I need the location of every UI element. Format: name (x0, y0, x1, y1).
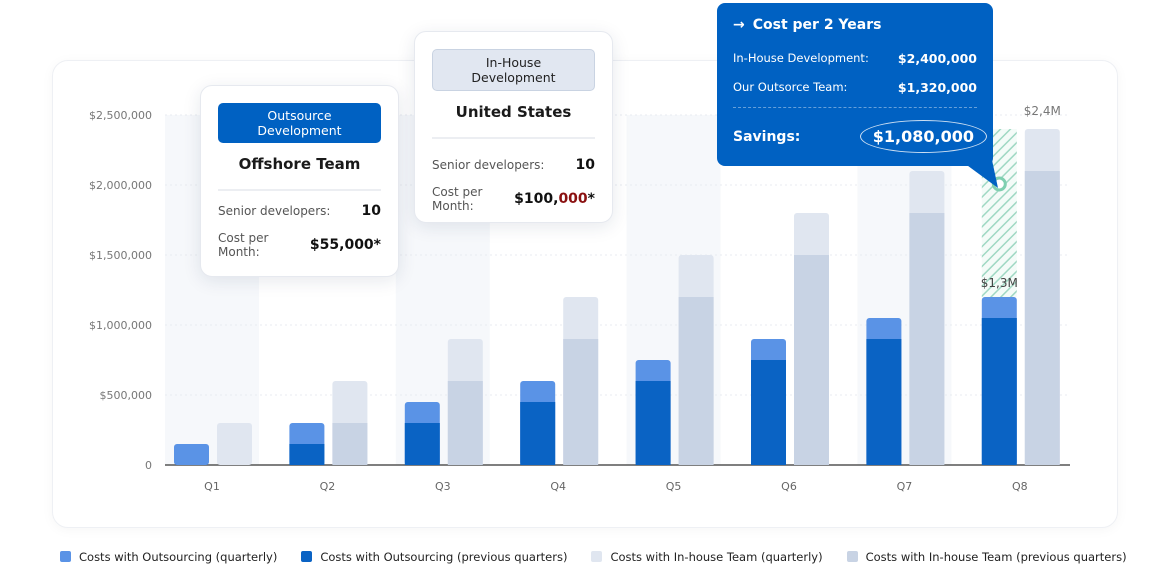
dev-label: Senior developers: (218, 204, 331, 218)
bar-inhouse-previous (909, 213, 945, 465)
cost-label: Cost per Month: (218, 231, 269, 259)
bar-inhouse-previous (1024, 171, 1060, 465)
y-tick-label: $1,500,000 (89, 249, 152, 262)
bar-outsourcing-previous (751, 360, 786, 465)
bar-outsourcing-previous (404, 423, 440, 465)
inhouse-card: In-House Development United States Senio… (414, 31, 613, 223)
legend-item: Costs with In-house Team (previous quart… (846, 550, 1127, 564)
offshore-team-card: Outsource Development Offshore Team Seni… (200, 85, 399, 277)
savings-value: $1,080,000 (859, 120, 987, 153)
x-tick-label: Q2 (320, 480, 336, 493)
dev-value: 10 (575, 157, 595, 173)
y-tick-label: $2,500,000 (89, 109, 152, 122)
cost-tooltip: → Cost per 2 Years In-House Development: $… (717, 3, 993, 166)
inhouse-label: In-House Development: (733, 51, 869, 65)
bar-outsourcing-previous (635, 381, 671, 465)
outsourcing-total-label: $1,3M (981, 276, 1018, 290)
dev-label: Senior developers: (432, 158, 545, 172)
x-tick-label: Q7 (897, 480, 913, 493)
cost-label: Cost per Month: (432, 185, 483, 213)
divider (218, 189, 381, 191)
legend-swatch (846, 551, 858, 562)
tooltip-pointer (960, 160, 998, 188)
legend-swatch (60, 551, 71, 562)
legend-label: Costs with Outsourcing (previous quarter… (320, 550, 568, 564)
legend: Costs with Outsourcing (quarterly) Costs … (60, 550, 1127, 564)
bar-outsourcing-quarterly (174, 444, 209, 465)
outsource-badge: Outsource Development (218, 103, 381, 143)
legend-item: Costs with Outsourcing (previous quarter… (301, 550, 567, 564)
legend-label: Costs with Outsourcing (quarterly) (79, 550, 278, 564)
bar-inhouse-previous (563, 339, 599, 465)
legend-item: Costs with In-house Team (quarterly) (591, 550, 823, 564)
bar-inhouse-previous (794, 255, 829, 465)
outsource-label: Our Outsorce Team: (733, 80, 848, 94)
divider (432, 137, 595, 139)
cost-value: $100,000* (514, 191, 595, 207)
bar-inhouse-quarterly (217, 423, 252, 465)
legend-swatch (591, 551, 603, 562)
inhouse-badge: In-House Development (432, 49, 595, 91)
cost-value: $55,000* (309, 237, 381, 253)
savings-label: Savings: (733, 128, 801, 145)
bar-outsourcing-previous (981, 318, 1017, 465)
x-tick-label: Q5 (666, 480, 682, 493)
x-tick-label: Q6 (781, 480, 797, 493)
bar-inhouse-previous (447, 381, 483, 465)
y-tick-label: $2,000,000 (89, 179, 152, 192)
legend-label: Costs with In-house Team (previous quart… (865, 550, 1127, 564)
y-tick-label: $1,000,000 (89, 319, 152, 332)
legend-item: Costs with Outsourcing (quarterly) (60, 550, 277, 564)
y-tick-label: $500,000 (100, 389, 153, 402)
bar-inhouse-previous (332, 423, 368, 465)
bar-outsourcing-previous (866, 339, 902, 465)
card-title: United States (455, 103, 572, 121)
inhouse-value: $2,400,000 (897, 51, 977, 66)
legend-label: Costs with In-house Team (quarterly) (610, 550, 823, 564)
inhouse-total-label: $2,4M (1024, 104, 1061, 118)
bar-inhouse-previous (678, 297, 714, 465)
bar-outsourcing-previous (520, 402, 556, 465)
legend-swatch (301, 551, 313, 562)
x-tick-label: Q1 (204, 480, 220, 493)
bar-outsourcing-previous (289, 444, 325, 465)
outsource-value: $1,320,000 (897, 80, 977, 95)
y-tick-label: 0 (145, 459, 152, 472)
x-tick-label: Q3 (435, 480, 451, 493)
dev-value: 10 (361, 203, 381, 219)
tooltip-title: Cost per 2 Years (752, 17, 882, 33)
x-tick-label: Q4 (550, 480, 566, 493)
card-title: Offshore Team (238, 155, 361, 173)
x-tick-label: Q8 (1012, 480, 1028, 493)
arrow-right-icon: → (733, 17, 745, 33)
